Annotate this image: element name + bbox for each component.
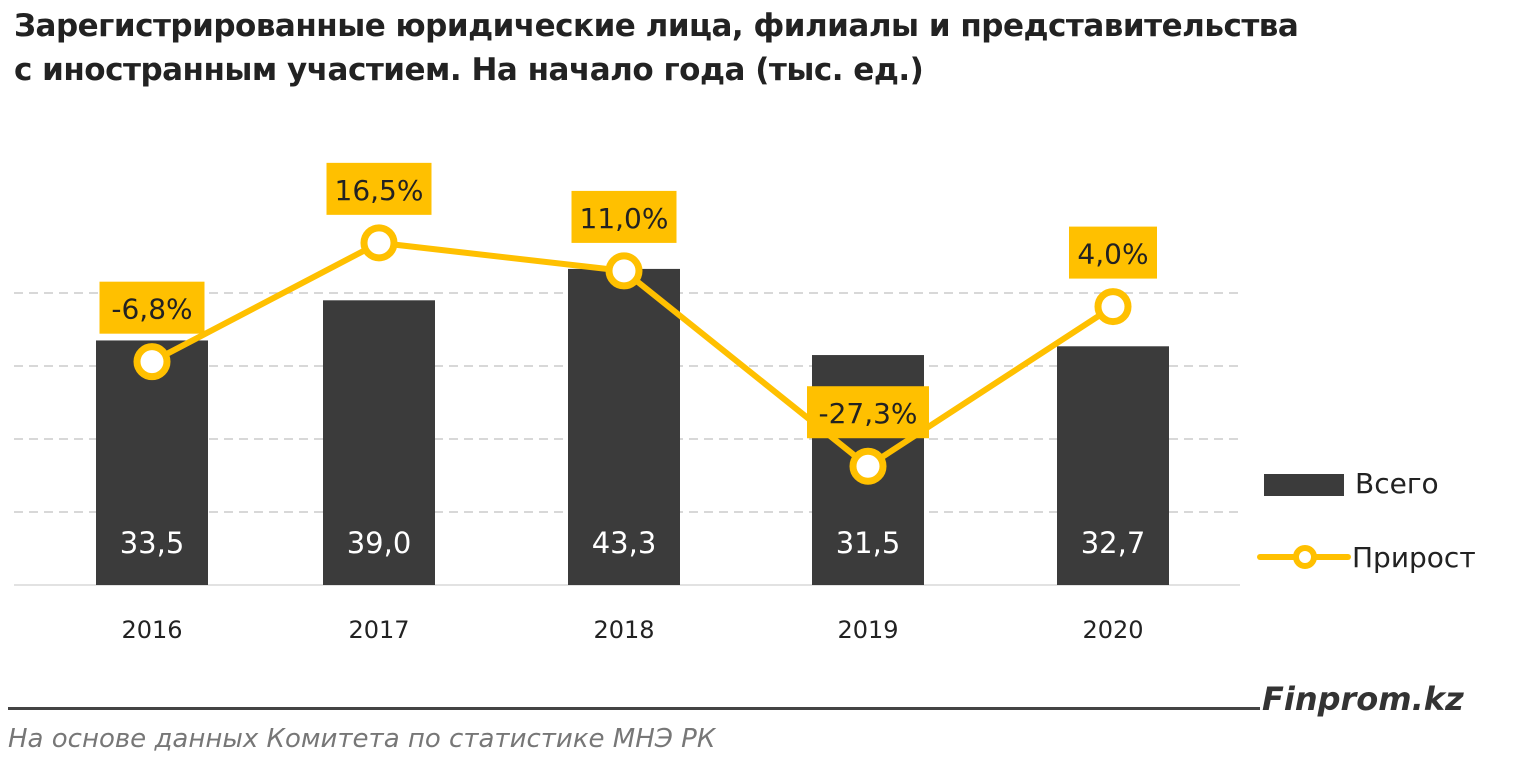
growth-label: -27,3% [818,397,917,430]
bar-2018 [568,268,680,585]
growth-point-2020 [1094,288,1132,326]
legend-swatch-bar [1264,474,1344,496]
growth-point-2016 [133,343,171,381]
bar-label: 31,5 [836,526,901,560]
growth-point-2019 [849,447,887,485]
legend-label-total: Всего [1355,467,1439,500]
x-tick-label: 2018 [593,616,654,644]
growth-label-box [99,281,205,334]
footer-divider [8,707,1260,710]
growth-label-box [807,386,929,439]
growth-label: 16,5% [335,174,424,207]
bar-2016 [96,340,208,585]
chart-title: Зарегистрированные юридические лица, фил… [14,4,1299,92]
x-tick-label: 2019 [837,616,898,644]
x-tick-label: 2016 [121,616,182,644]
source-note: На основе данных Комитета по статистике … [8,724,716,754]
title-line-1: Зарегистрированные юридические лица, фил… [14,8,1299,44]
growth-label-box [571,190,677,243]
x-tick-label: 2017 [348,616,409,644]
growth-label: 4,0% [1077,238,1148,271]
growth-point-2018 [605,252,643,290]
growth-label-box [1069,226,1157,279]
growth-point-2017 [360,224,398,262]
growth-label: 11,0% [580,202,669,235]
bar-2017 [323,300,435,585]
bar-label: 32,7 [1081,526,1146,560]
bar-label: 43,3 [592,526,657,560]
brand-logo: Finprom.kz [1262,680,1464,718]
legend-label-growth: Прирост [1352,541,1476,574]
bar-label: 33,5 [120,526,185,560]
growth-label: -6,8% [111,293,192,326]
x-tick-label: 2020 [1082,616,1143,644]
bar-2020 [1057,346,1169,585]
bar-label: 39,0 [347,526,412,560]
growth-label-box [326,162,432,215]
legend-marker-icon [1293,545,1317,569]
title-line-2: с иностранным участием. На начало года (… [14,52,924,88]
